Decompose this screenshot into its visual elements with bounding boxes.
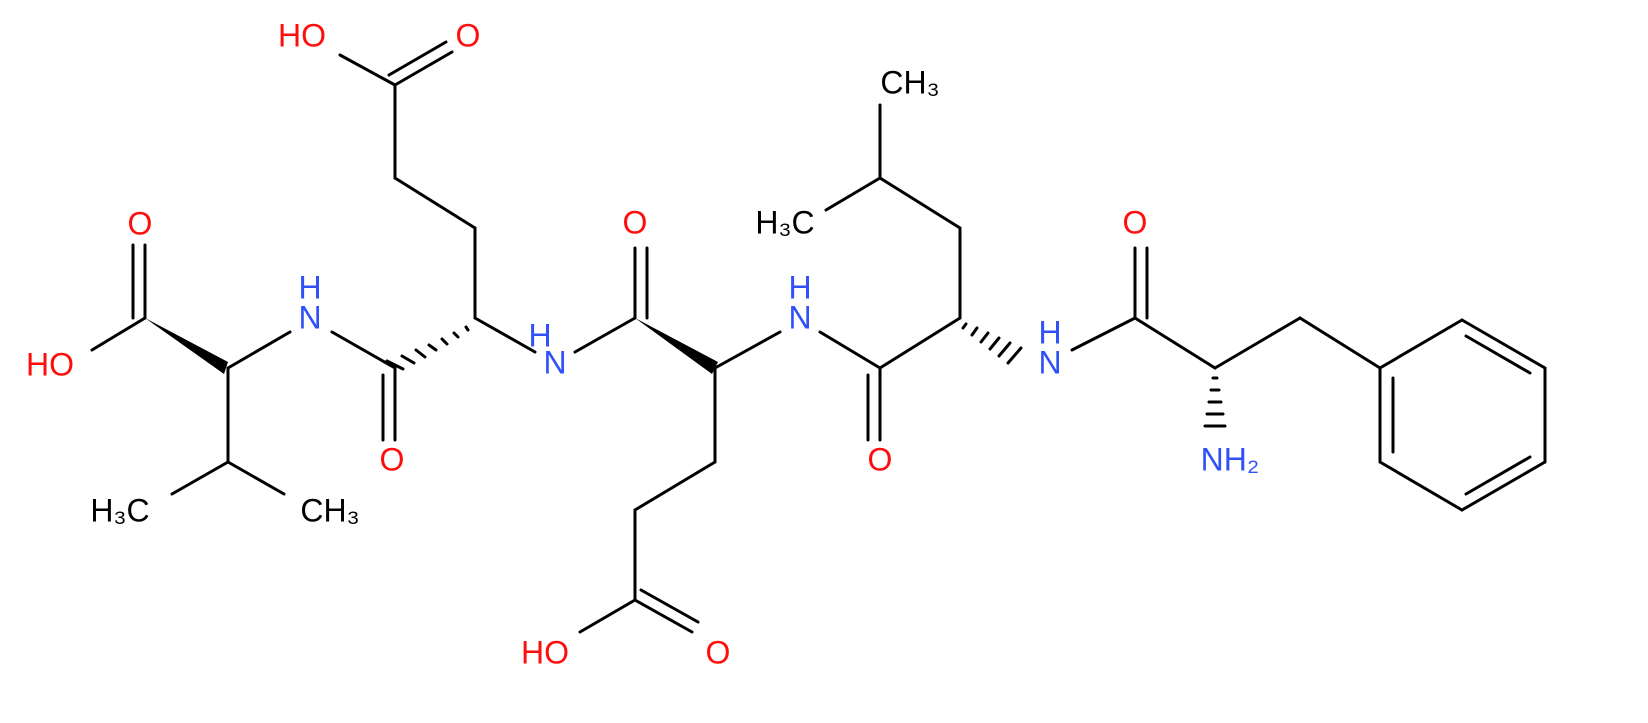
atom-label: HO — [26, 346, 74, 382]
atom-label: O — [1123, 204, 1148, 240]
atom-label: H — [1038, 314, 1061, 350]
atom-label: H₃C — [755, 204, 814, 240]
atom-label: HO — [521, 634, 569, 670]
atom-label: O — [128, 205, 153, 241]
atom-label: CH₃ — [880, 64, 939, 100]
atom-label: O — [868, 441, 893, 477]
atom-label: H — [298, 269, 321, 305]
atom-label: O — [380, 441, 405, 477]
atom-label: O — [623, 204, 648, 240]
atom-label: H — [788, 269, 811, 305]
atom-label: O — [706, 634, 731, 670]
atom-label: CH₃ — [300, 492, 359, 528]
bonds — [90, 40, 1547, 634]
atom-label: O — [456, 17, 481, 53]
atom-label: N — [1038, 344, 1061, 380]
atom-label: HO — [278, 17, 326, 53]
atom-label: N — [543, 344, 566, 380]
atom-label: N — [788, 299, 811, 335]
atom-label: N — [298, 299, 321, 335]
atom-label: H₃C — [90, 492, 149, 528]
atom-label: NH₂ — [1201, 441, 1260, 477]
atom-label: H — [528, 317, 551, 353]
